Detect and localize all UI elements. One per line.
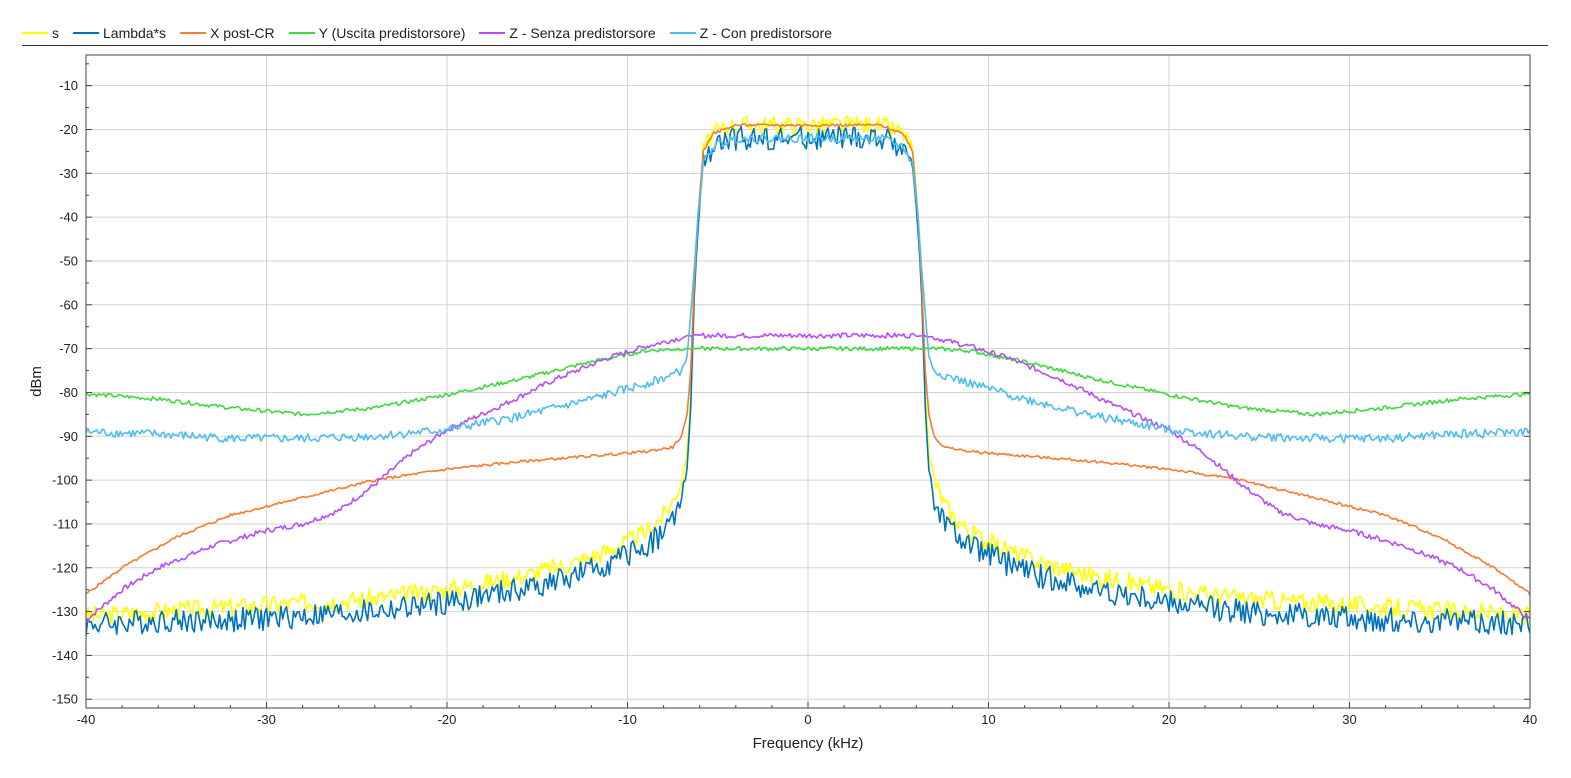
y-tick-label: -50 bbox=[59, 253, 78, 268]
series-group bbox=[86, 115, 1530, 636]
legend-label: Y (Uscita predistorsore) bbox=[318, 25, 466, 41]
y-tick-label: -150 bbox=[52, 692, 78, 707]
x-tick-label: -30 bbox=[257, 712, 276, 727]
y-tick-label: -120 bbox=[52, 560, 78, 575]
series-line[interactable] bbox=[86, 133, 1530, 444]
legend-item[interactable]: Z - Con predistorsore bbox=[669, 25, 832, 41]
legend: s Lambda*s X post-CR Y (Uscita predistorsor… bbox=[22, 22, 846, 44]
y-tick-label: -20 bbox=[59, 122, 78, 137]
y-tick-label: -10 bbox=[59, 78, 78, 93]
legend-label: Lambda*s bbox=[103, 25, 167, 41]
grid bbox=[85, 55, 1531, 708]
legend-swatch bbox=[288, 32, 315, 34]
legend-label: Z - Con predistorsore bbox=[699, 25, 832, 41]
y-tick-label: -140 bbox=[52, 648, 78, 663]
legend-swatch bbox=[479, 32, 506, 34]
legend-swatch bbox=[669, 32, 696, 34]
y-tick-label: -60 bbox=[59, 297, 78, 312]
x-tick-label: 30 bbox=[1342, 712, 1356, 727]
y-tick-label: -90 bbox=[59, 429, 78, 444]
series-line[interactable] bbox=[86, 123, 1530, 596]
legend-swatch bbox=[73, 32, 99, 34]
x-tick-label: 40 bbox=[1523, 712, 1537, 727]
axes: -40 -30 -20 -10 0 10 20 30 40-10-20-30-40-50-60-… bbox=[52, 63, 1537, 727]
legend-swatch bbox=[180, 32, 207, 34]
x-tick-label: 10 bbox=[981, 712, 995, 727]
legend-swatch bbox=[22, 32, 48, 34]
x-axis-title: Frequency (kHz) bbox=[753, 735, 864, 752]
series-line[interactable] bbox=[86, 332, 1530, 622]
x-tick-label: -10 bbox=[618, 712, 637, 727]
y-tick-label: -80 bbox=[59, 385, 78, 400]
y-tick-label: -30 bbox=[59, 166, 78, 181]
series-line[interactable] bbox=[86, 115, 1530, 626]
y-axis-title: dBm bbox=[28, 366, 45, 397]
legend-item[interactable]: Z - Senza predistorsore bbox=[479, 25, 656, 41]
legend-item[interactable]: X post-CR bbox=[180, 25, 275, 41]
legend-item[interactable]: Lambda*s bbox=[73, 25, 166, 41]
series-line[interactable] bbox=[86, 345, 1530, 417]
y-tick-label: -40 bbox=[59, 210, 78, 225]
y-tick-label: -130 bbox=[52, 604, 78, 619]
legend-label: Z - Senza predistorsore bbox=[509, 25, 656, 41]
y-tick-label: -110 bbox=[53, 516, 78, 531]
y-tick-label: -70 bbox=[59, 341, 78, 356]
legend-label: s bbox=[52, 25, 59, 41]
x-tick-label: -20 bbox=[438, 712, 457, 727]
x-tick-label: 0 bbox=[804, 712, 811, 727]
x-tick-label: 20 bbox=[1162, 712, 1176, 727]
legend-item[interactable]: s bbox=[22, 25, 59, 41]
legend-divider bbox=[22, 45, 1548, 46]
x-tick-label: -40 bbox=[77, 712, 96, 727]
y-tick-label: -100 bbox=[52, 473, 78, 488]
legend-label: X post-CR bbox=[210, 25, 275, 41]
legend-item[interactable]: Y (Uscita predistorsore) bbox=[288, 25, 466, 41]
series-line[interactable] bbox=[86, 125, 1530, 636]
